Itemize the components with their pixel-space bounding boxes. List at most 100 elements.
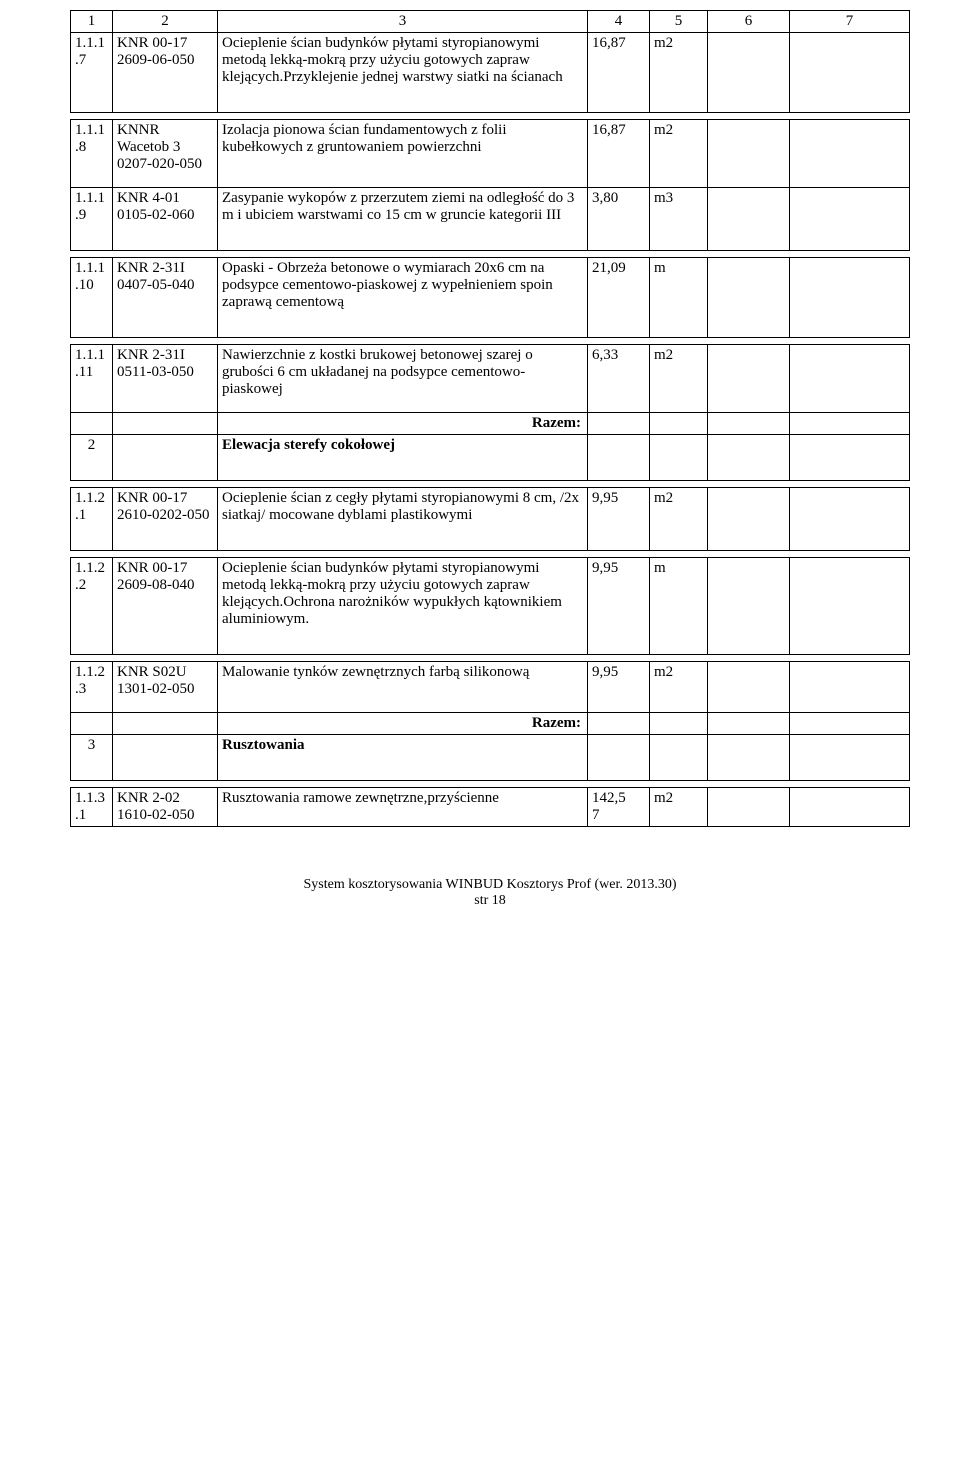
cell-unit: [650, 435, 708, 481]
cell-unit: m2: [650, 33, 708, 113]
cell-value: [790, 345, 910, 413]
cell-code: KNR 00-17 2610-0202-050: [113, 488, 218, 551]
cell-desc: Nawierzchnie z kostki brukowej betonowej…: [218, 345, 588, 413]
cost-table-7: 1.1.2.3 KNR S02U 1301-02-050 Malowanie t…: [70, 661, 910, 781]
cell-unit: m: [650, 258, 708, 338]
cost-table-2: 1.1.1.8 KNNR Wacetob 3 0207-020-050 Izol…: [70, 119, 910, 251]
col-7: 7: [790, 11, 910, 33]
cell-value: [790, 435, 910, 481]
cell-qty: 9,95: [588, 662, 650, 713]
footer-system: System kosztorysowania WINBUD Kosztorys …: [303, 877, 676, 892]
cost-table-5: 1.1.2.1 KNR 00-17 2610-0202-050 Ocieplen…: [70, 487, 910, 551]
cell-qty: 6,33: [588, 345, 650, 413]
cell-value: [790, 413, 910, 435]
cell-qty: [588, 413, 650, 435]
cell-price: [708, 188, 790, 251]
col-5: 5: [650, 11, 708, 33]
cell-unit: m2: [650, 345, 708, 413]
cell-code: KNR 00-17 2609-08-040: [113, 558, 218, 655]
cell-value: [790, 662, 910, 713]
cell-value: [790, 788, 910, 827]
cell-unit: [650, 735, 708, 781]
cell-unit: m2: [650, 788, 708, 827]
cell-unit: m2: [650, 120, 708, 188]
razem-row: Razem:: [71, 413, 910, 435]
col-1: 1: [71, 11, 113, 33]
cell-value: [790, 558, 910, 655]
col-6: 6: [708, 11, 790, 33]
cell-value: [790, 713, 910, 735]
cell-value: [790, 120, 910, 188]
cell-lp: 1.1.1.11: [71, 345, 113, 413]
cell-lp: 1.1.1.8: [71, 120, 113, 188]
col-3: 3: [218, 11, 588, 33]
cell-unit: m2: [650, 662, 708, 713]
cell-desc: Rusztowania ramowe zewnętrzne,przyścienn…: [218, 788, 588, 827]
section-lp: 3: [71, 735, 113, 781]
cell-lp: 1.1.1.7: [71, 33, 113, 113]
section-title: Elewacja sterefy cokołowej: [218, 435, 588, 481]
cell-code: [113, 735, 218, 781]
cost-table-6: 1.1.2.2 KNR 00-17 2609-08-040 Ocieplenie…: [70, 557, 910, 655]
cost-table-4: 1.1.1.11 KNR 2-31I 0511-03-050 Nawierzch…: [70, 344, 910, 481]
cell-qty: 9,95: [588, 488, 650, 551]
cell-unit: m3: [650, 188, 708, 251]
cell-price: [708, 662, 790, 713]
cell-desc: Zasypanie wykopów z przerzutem ziemi na …: [218, 188, 588, 251]
table-row: 1.1.1.7 KNR 00-17 2609-06-050 Ocieplenie…: [71, 33, 910, 113]
table-row: 1.1.2.3 KNR S02U 1301-02-050 Malowanie t…: [71, 662, 910, 713]
cell-lp: 1.1.1.9: [71, 188, 113, 251]
cell-value: [790, 33, 910, 113]
cell-desc: Izolacja pionowa ścian fundamentowych z …: [218, 120, 588, 188]
cell-desc: Ocieplenie ścian budynków płytami styrop…: [218, 33, 588, 113]
cell-lp: 1.1.2.2: [71, 558, 113, 655]
cell-desc: Opaski - Obrzeża betonowe o wymiarach 20…: [218, 258, 588, 338]
razem-row: Razem:: [71, 713, 910, 735]
cell-code: [113, 713, 218, 735]
table-row: 1.1.1.8 KNNR Wacetob 3 0207-020-050 Izol…: [71, 120, 910, 188]
cell-code: KNR S02U 1301-02-050: [113, 662, 218, 713]
cell-price: [708, 488, 790, 551]
table-row: 1.1.1.10 KNR 2-31I 0407-05-040 Opaski - …: [71, 258, 910, 338]
col-2: 2: [113, 11, 218, 33]
cell-lp: 1.1.1.10: [71, 258, 113, 338]
cell-value: [790, 735, 910, 781]
cell-qty: 9,95: [588, 558, 650, 655]
cell-qty: 16,87: [588, 33, 650, 113]
razem-label: Razem:: [218, 713, 588, 735]
table-row: 1.1.2.1 KNR 00-17 2610-0202-050 Ocieplen…: [71, 488, 910, 551]
cell-desc: Malowanie tynków zewnętrznych farbą sili…: [218, 662, 588, 713]
cell-code: KNR 00-17 2609-06-050: [113, 33, 218, 113]
cell-price: [708, 345, 790, 413]
cell-code: KNR 2-31I 0511-03-050: [113, 345, 218, 413]
cell-code: KNR 2-02 1610-02-050: [113, 788, 218, 827]
cell-code: KNNR Wacetob 3 0207-020-050: [113, 120, 218, 188]
cell-code: KNR 2-31I 0407-05-040: [113, 258, 218, 338]
cell-value: [790, 188, 910, 251]
cell-qty: 16,87: [588, 120, 650, 188]
cell-code: KNR 4-01 0105-02-060: [113, 188, 218, 251]
cell-price: [708, 788, 790, 827]
cost-table-8: 1.1.3.1 KNR 2-02 1610-02-050 Rusztowania…: [70, 787, 910, 827]
cell-price: [708, 735, 790, 781]
cell-unit: m: [650, 558, 708, 655]
cell-unit: [650, 413, 708, 435]
cell-unit: [650, 713, 708, 735]
cell-code: [113, 435, 218, 481]
page-footer: System kosztorysowania WINBUD Kosztorys …: [70, 877, 910, 909]
cell-price: [708, 120, 790, 188]
col-4: 4: [588, 11, 650, 33]
cell-value: [790, 258, 910, 338]
cell-lp: 1.1.2.3: [71, 662, 113, 713]
cell-price: [708, 33, 790, 113]
table-header: 1 2 3 4 5 6 7: [71, 11, 910, 33]
section-row: 2 Elewacja sterefy cokołowej: [71, 435, 910, 481]
cell-value: [790, 488, 910, 551]
table-row: 1.1.1.11 KNR 2-31I 0511-03-050 Nawierzch…: [71, 345, 910, 413]
cost-table-3: 1.1.1.10 KNR 2-31I 0407-05-040 Opaski - …: [70, 257, 910, 338]
cell-price: [708, 258, 790, 338]
cell-qty: 21,09: [588, 258, 650, 338]
cell-qty: 142,5 7: [588, 788, 650, 827]
cell-price: [708, 435, 790, 481]
section-row: 3 Rusztowania: [71, 735, 910, 781]
